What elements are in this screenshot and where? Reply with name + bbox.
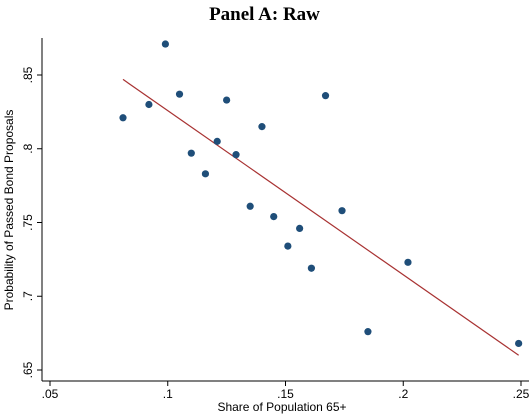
data-point-12	[284, 242, 292, 250]
data-point-9	[246, 202, 254, 210]
data-point-8	[232, 151, 240, 159]
x-tick-label-0: .05	[42, 387, 59, 401]
fit-line-group	[122, 78, 519, 356]
data-point-10	[258, 123, 266, 131]
chart-title: Panel A: Raw	[209, 4, 320, 25]
data-point-18	[404, 258, 412, 266]
data-point-16	[338, 207, 346, 215]
x-tick-label-2: .15	[277, 387, 294, 401]
data-point-15	[321, 92, 330, 100]
x-tick-label-4: .25	[513, 387, 529, 401]
fit-line	[122, 78, 519, 356]
data-point-2	[161, 40, 169, 48]
x-tick-label-3: .2	[398, 387, 408, 401]
data-point-3	[175, 90, 184, 98]
data-point-14	[307, 264, 316, 272]
data-point-1	[145, 100, 153, 109]
points-group	[119, 40, 523, 348]
data-point-19	[515, 339, 523, 348]
data-point-4	[187, 149, 195, 157]
y-tick-label-4: .85	[21, 66, 35, 83]
y-tick-label-1: .7	[21, 291, 35, 301]
data-point-5	[201, 170, 210, 178]
axes	[41, 38, 529, 382]
data-point-13	[296, 224, 304, 232]
data-point-6	[213, 137, 221, 145]
data-point-11	[270, 213, 278, 221]
y-tick-label-3: .8	[21, 143, 35, 153]
y-tick-label-2: .75	[21, 214, 35, 231]
x-tick-label-1: .1	[163, 387, 173, 401]
y-axis-title: Probability of Passed Bond Proposals	[2, 110, 16, 311]
data-point-7	[223, 96, 231, 104]
ticks: .05 .1 .15 .2 .25 .65 .7 .75 .8 .85	[21, 66, 529, 401]
y-tick-label-0: .65	[21, 361, 35, 378]
x-axis-title: Share of Population 65+	[217, 400, 346, 414]
data-point-17	[364, 328, 372, 336]
data-point-0	[119, 114, 127, 122]
